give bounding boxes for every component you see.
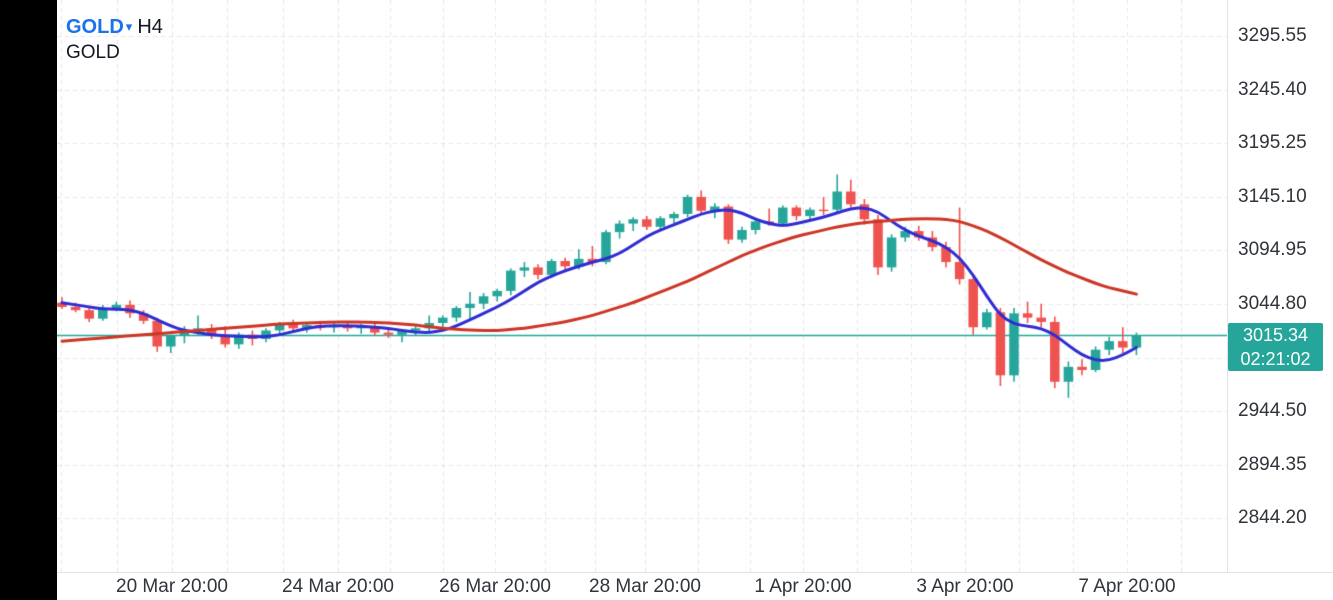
price-tick-label: 3094.95 [1238,239,1307,261]
timeframe-label[interactable]: H4 [137,16,163,38]
legend-row-symbol: GOLD ▾ H4 [66,14,163,40]
time-tick-label: 1 Apr 20:00 [754,576,852,597]
candle-countdown: 02:21:02 [1240,349,1311,370]
price-tick-label: 3295.55 [1238,24,1307,46]
chart-legend: GOLD ▾ H4 GOLD [66,14,163,65]
price-tick-label: 3145.10 [1238,185,1307,207]
current-price-label: 3015.34 02:21:02 [1228,323,1323,372]
time-tick-label: 26 Mar 20:00 [439,576,551,597]
left-panel [0,0,57,600]
symbol-button[interactable]: GOLD [66,16,124,38]
price-tick-label: 3245.40 [1238,78,1307,100]
price-chart-canvas[interactable] [57,0,1227,572]
price-tick-label: 3044.80 [1238,292,1307,314]
time-tick-label: 24 Mar 20:00 [282,576,394,597]
price-axis[interactable]: 3295.55 3245.40 3195.25 3145.10 3094.95 3044.… [1227,0,1333,572]
time-tick-label: 28 Mar 20:00 [589,576,701,597]
time-tick-label: 7 Apr 20:00 [1078,576,1176,597]
price-tick-label: 3195.25 [1238,132,1307,154]
price-tick-label: 2844.20 [1238,507,1307,529]
symbol-description: GOLD [66,42,120,63]
chevron-down-icon[interactable]: ▾ [125,19,133,34]
price-tick-label: 2944.50 [1238,400,1307,422]
price-tick-label: 2894.35 [1238,453,1307,475]
time-axis[interactable]: 20 Mar 20:00 24 Mar 20:00 26 Mar 20:00 28 M… [57,572,1333,600]
time-tick-label: 20 Mar 20:00 [116,576,228,597]
current-price-value: 3015.34 [1242,325,1309,346]
time-tick-label: 3 Apr 20:00 [916,576,1014,597]
